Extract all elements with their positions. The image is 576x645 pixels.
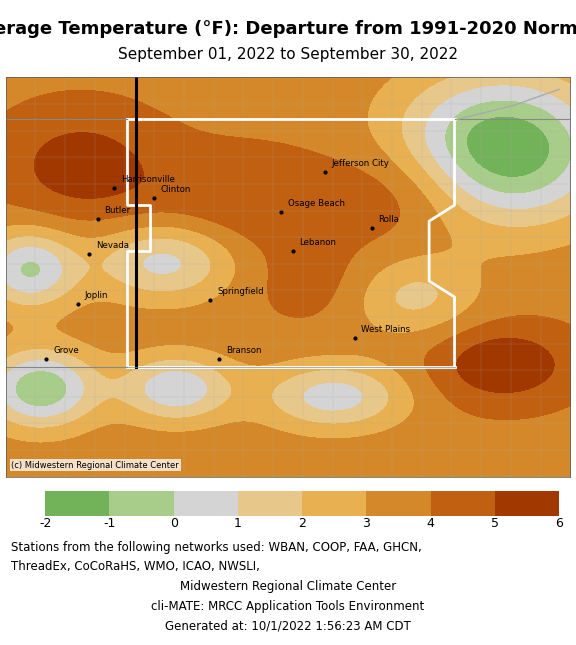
Text: Joplin: Joplin [85, 291, 108, 300]
Text: Branson: Branson [226, 346, 262, 355]
Text: Jefferson City: Jefferson City [331, 159, 389, 168]
Bar [238, 491, 302, 515]
Text: 1: 1 [234, 517, 242, 530]
Text: 4: 4 [427, 517, 434, 530]
Text: 3: 3 [362, 517, 370, 530]
Text: Osage Beach: Osage Beach [288, 199, 345, 208]
Bar [495, 491, 559, 515]
Text: cli-MATE: MRCC Application Tools Environment: cli-MATE: MRCC Application Tools Environ… [151, 600, 425, 613]
Text: Harrisonville: Harrisonville [121, 175, 175, 184]
Text: Generated at: 10/1/2022 1:56:23 AM CDT: Generated at: 10/1/2022 1:56:23 AM CDT [165, 619, 411, 632]
Text: -1: -1 [103, 517, 116, 530]
Text: Grove: Grove [53, 346, 79, 355]
Text: Stations from the following networks used: WBAN, COOP, FAA, GHCN,: Stations from the following networks use… [12, 541, 422, 553]
Bar [366, 491, 430, 515]
Text: Average Temperature (°F): Departure from 1991-2020 Normals: Average Temperature (°F): Departure from… [0, 20, 576, 38]
Text: September 01, 2022 to September 30, 2022: September 01, 2022 to September 30, 2022 [118, 47, 458, 63]
Text: Midwestern Regional Climate Center: Midwestern Regional Climate Center [180, 580, 396, 593]
Text: ThreadEx, CoCoRaHS, WMO, ICAO, NWSLI,: ThreadEx, CoCoRaHS, WMO, ICAO, NWSLI, [12, 561, 260, 573]
Bar [46, 491, 109, 515]
Text: Butler: Butler [105, 206, 131, 215]
Text: Lebanon: Lebanon [300, 238, 336, 247]
Text: (c) Midwestern Regional Climate Center: (c) Midwestern Regional Climate Center [12, 461, 179, 470]
Text: 6: 6 [555, 517, 563, 530]
Text: -2: -2 [39, 517, 51, 530]
Text: Clinton: Clinton [161, 185, 191, 194]
Text: 0: 0 [170, 517, 177, 530]
Text: Nevada: Nevada [96, 241, 129, 250]
Text: Springfield: Springfield [217, 287, 263, 296]
Bar [302, 491, 366, 515]
Bar [430, 491, 495, 515]
Bar [109, 491, 174, 515]
Text: West Plains: West Plains [361, 324, 411, 333]
Bar [174, 491, 238, 515]
Text: 5: 5 [491, 517, 499, 530]
Text: 2: 2 [298, 517, 306, 530]
Text: Rolla: Rolla [378, 215, 399, 224]
